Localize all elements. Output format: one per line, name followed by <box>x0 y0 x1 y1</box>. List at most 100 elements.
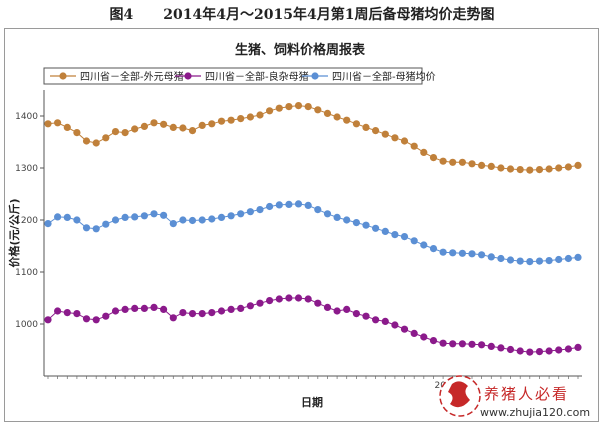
data-point-foreign-sow <box>362 123 370 131</box>
data-point-hybrid-sow <box>217 307 226 315</box>
data-point-foreign-sow <box>314 106 322 114</box>
data-point-hybrid-sow <box>246 302 254 310</box>
data-point-hybrid-sow <box>44 316 52 324</box>
data-point-hybrid-sow <box>111 307 120 315</box>
data-point-hybrid-sow <box>121 305 129 313</box>
data-point-foreign-sow <box>256 111 264 119</box>
data-point-hybrid-sow <box>304 295 312 303</box>
data-point-hybrid-sow <box>458 340 466 348</box>
data-point-foreign-sow <box>506 165 515 173</box>
data-point-foreign-sow <box>131 125 139 133</box>
data-point-foreign-sow <box>285 103 293 111</box>
series-average-sow <box>44 200 582 266</box>
data-point-average-sow <box>208 215 216 223</box>
data-point-average-sow <box>323 210 332 218</box>
data-point-hybrid-sow <box>63 309 71 317</box>
data-point-foreign-sow <box>468 160 476 168</box>
data-point-average-sow <box>275 201 283 209</box>
data-point-average-sow <box>439 248 447 256</box>
data-point-hybrid-sow <box>188 310 197 318</box>
data-point-foreign-sow <box>179 124 187 132</box>
data-point-average-sow <box>256 206 264 214</box>
data-point-hybrid-sow <box>516 347 524 355</box>
data-point-foreign-sow <box>266 107 274 115</box>
data-point-hybrid-sow <box>333 307 341 315</box>
data-point-average-sow <box>63 213 71 221</box>
data-point-hybrid-sow <box>54 307 62 315</box>
data-point-average-sow <box>468 250 476 258</box>
data-point-average-sow <box>564 254 573 263</box>
data-point-foreign-sow <box>372 127 380 135</box>
legend-item-average-sow[interactable]: 四川省－全部-母猪均价 <box>302 70 436 83</box>
data-point-average-sow <box>420 241 428 249</box>
data-point-average-sow <box>497 254 505 263</box>
data-point-foreign-sow <box>555 164 563 172</box>
y-tick-label-1200: 1200 <box>15 216 38 226</box>
legend-item-foreign-sow[interactable]: 四川省－全部-外元母猪 <box>50 70 184 83</box>
data-point-hybrid-sow <box>391 321 399 329</box>
data-point-hybrid-sow <box>179 309 187 317</box>
data-point-foreign-sow <box>535 166 544 174</box>
data-point-hybrid-sow <box>237 304 245 312</box>
watermark-logo <box>439 375 481 417</box>
data-point-foreign-sow <box>102 134 110 142</box>
data-point-hybrid-sow <box>160 305 168 313</box>
data-point-hybrid-sow <box>555 346 563 354</box>
data-point-hybrid-sow <box>140 304 148 312</box>
data-point-foreign-sow <box>526 166 534 174</box>
data-point-hybrid-sow <box>208 309 216 317</box>
data-point-average-sow <box>545 257 553 265</box>
y-tick-label-1000: 1000 <box>15 320 38 330</box>
data-point-foreign-sow <box>420 148 428 156</box>
data-point-hybrid-sow <box>429 337 438 345</box>
data-point-average-sow <box>92 225 100 233</box>
legend-label-foreign-sow: 四川省－全部-外元母猪 <box>80 70 184 83</box>
data-point-average-sow <box>188 216 197 225</box>
x-ticks <box>47 376 579 379</box>
data-point-average-sow <box>333 213 341 221</box>
data-point-foreign-sow <box>458 158 466 166</box>
data-point-hybrid-sow <box>102 312 110 320</box>
data-point-hybrid-sow <box>564 345 573 353</box>
data-point-average-sow <box>237 210 245 218</box>
data-point-hybrid-sow <box>343 305 351 313</box>
data-point-average-sow <box>121 213 129 221</box>
data-point-hybrid-sow <box>352 310 360 318</box>
data-point-foreign-sow <box>516 166 524 174</box>
data-point-hybrid-sow <box>526 348 534 356</box>
data-point-average-sow <box>555 255 563 264</box>
data-point-average-sow <box>44 220 52 228</box>
data-point-foreign-sow <box>121 129 129 137</box>
data-point-hybrid-sow <box>487 342 495 350</box>
data-point-foreign-sow <box>82 137 91 145</box>
data-point-foreign-sow <box>352 120 360 128</box>
data-point-average-sow <box>150 210 158 218</box>
data-point-hybrid-sow <box>574 343 582 351</box>
data-point-foreign-sow <box>140 122 148 130</box>
data-point-foreign-sow <box>217 117 226 125</box>
legend-item-hybrid-sow[interactable]: 四川省－全部-良杂母猪 <box>175 70 309 83</box>
data-point-foreign-sow <box>54 119 62 127</box>
data-point-foreign-sow <box>391 134 399 142</box>
data-point-foreign-sow <box>275 104 283 112</box>
data-point-hybrid-sow <box>468 340 476 348</box>
data-point-hybrid-sow <box>478 341 486 349</box>
data-point-average-sow <box>478 251 486 259</box>
data-point-average-sow <box>160 211 168 219</box>
data-point-average-sow <box>372 224 380 232</box>
data-point-foreign-sow <box>381 130 389 138</box>
data-point-hybrid-sow <box>506 345 515 354</box>
series-layer <box>44 102 582 356</box>
data-point-hybrid-sow <box>198 310 206 318</box>
data-point-hybrid-sow <box>323 303 332 311</box>
data-point-average-sow <box>343 216 351 224</box>
figure-title: 图4 2014年4月～2015年4月第1周后备母猪均价走势图 <box>0 4 604 24</box>
data-point-hybrid-sow <box>372 316 380 324</box>
data-point-hybrid-sow <box>256 299 264 307</box>
chart-title: 生猪、饲料价格周报表 <box>235 42 366 58</box>
data-point-foreign-sow <box>400 137 409 145</box>
data-point-foreign-sow <box>92 139 100 147</box>
data-point-average-sow <box>429 245 438 253</box>
data-point-hybrid-sow <box>449 340 457 348</box>
